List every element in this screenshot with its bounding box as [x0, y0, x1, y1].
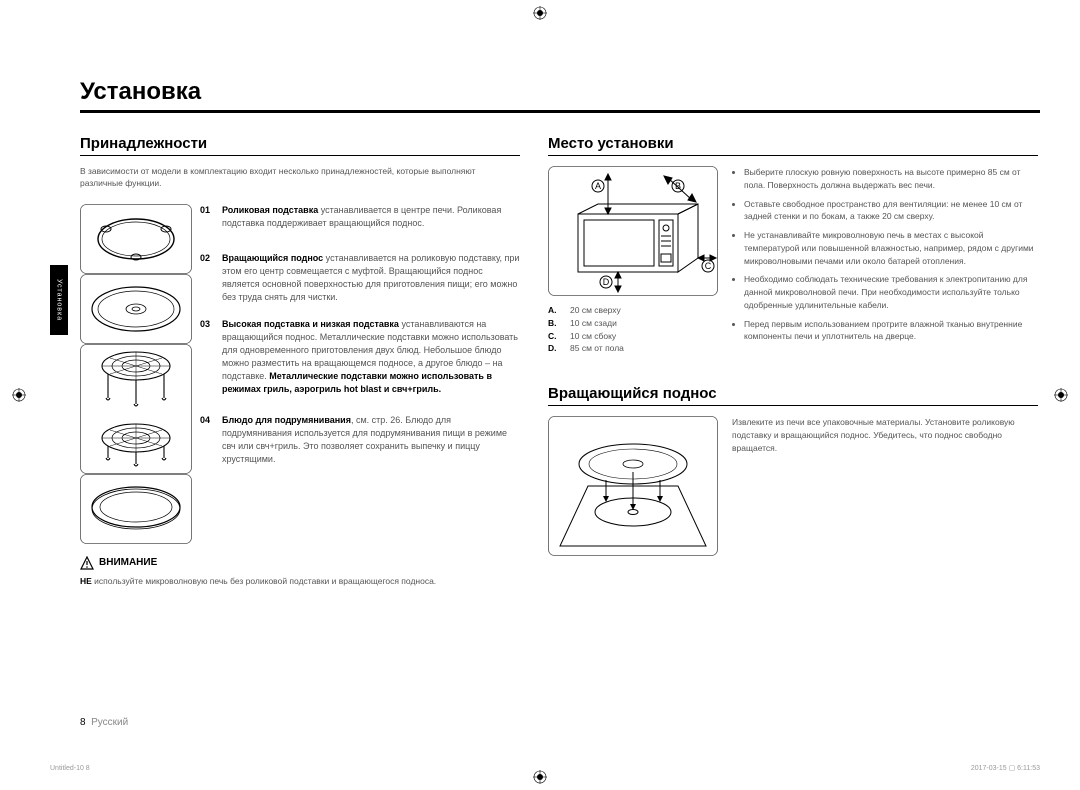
- accessories-intro: В зависимости от модели в комплектацию в…: [80, 166, 520, 190]
- browning-plate-icon: [80, 474, 192, 544]
- svg-text:D: D: [603, 277, 610, 287]
- list-item: Выберите плоскую ровную поверхность на в…: [744, 166, 1038, 192]
- list-item: Перед первым использованием протрите вла…: [744, 318, 1038, 344]
- registration-mark-icon: [533, 770, 547, 784]
- accessory-item: 02 Вращающийся поднос устанавливается на…: [200, 252, 520, 304]
- turntable-install-icon: [548, 416, 718, 556]
- location-bullets: Выберите плоскую ровную поверхность на в…: [732, 166, 1038, 355]
- item-number: 02: [200, 252, 214, 304]
- grill-racks-icon: [80, 344, 192, 474]
- meta-timestamp: 2017-03-15 ▢ 6:11:53: [971, 764, 1040, 772]
- dimension-list: A.20 см сверху B.10 см сзади C.10 см сбо…: [548, 304, 718, 355]
- svg-text:A: A: [595, 181, 601, 191]
- roller-ring-icon: [80, 204, 192, 274]
- side-tab: Установка: [50, 265, 68, 335]
- turntable-text: Извлеките из печи все упаковочные матери…: [732, 416, 1038, 556]
- registration-mark-icon: [12, 388, 26, 402]
- microwave-placement-icon: A B C D: [548, 166, 718, 296]
- meta-filename: Untitled-10 8: [50, 765, 90, 772]
- accessory-item: 03 Высокая подставка и низкая подставка …: [200, 318, 520, 396]
- section-location-title: Место установки: [548, 135, 1038, 156]
- item-number: 04: [200, 414, 214, 466]
- section-turntable-title: Вращающийся поднос: [548, 385, 1038, 406]
- list-item: Оставьте свободное пространство для вент…: [744, 198, 1038, 224]
- section-accessories-title: Принадлежности: [80, 135, 520, 156]
- warning-text: НЕ используйте микроволновую печь без ро…: [80, 576, 520, 588]
- registration-mark-icon: [533, 6, 547, 20]
- list-item: Не устанавливайте микроволновую печь в м…: [744, 229, 1038, 267]
- svg-text:B: B: [675, 181, 681, 191]
- accessory-item: 01 Роликовая подставка устанавливается в…: [200, 204, 520, 230]
- list-item: Необходимо соблюдать технические требова…: [744, 273, 1038, 311]
- page-title: Установка: [80, 78, 1040, 113]
- warning-label: ВНИМАНИЕ: [99, 557, 157, 568]
- accessory-item: 04 Блюдо для подрумянивания, см. стр. 26…: [200, 414, 520, 466]
- registration-mark-icon: [1054, 388, 1068, 402]
- warning-icon: [80, 556, 94, 570]
- turntable-plate-icon: [80, 274, 192, 344]
- item-number: 01: [200, 204, 214, 230]
- page-footer: 8 Русский: [80, 717, 128, 728]
- item-number: 03: [200, 318, 214, 396]
- svg-text:C: C: [705, 261, 712, 271]
